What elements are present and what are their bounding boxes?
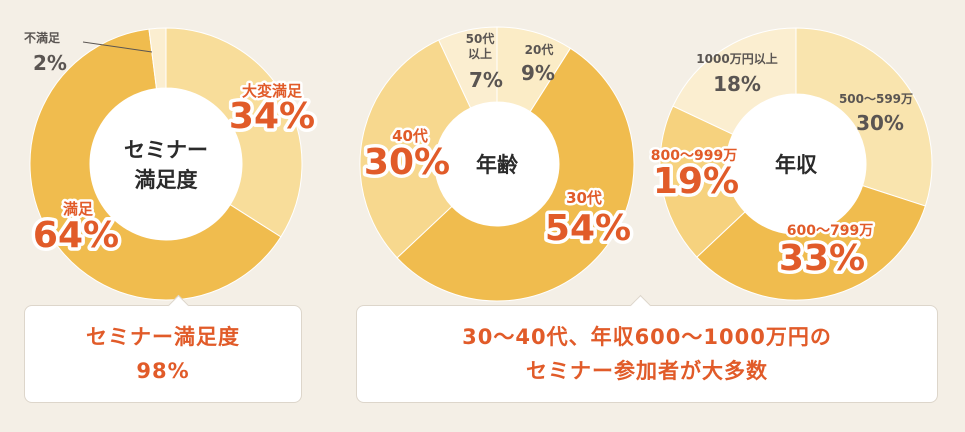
demographics-summary-callout: 30〜40代、年収600〜1000万円の セミナー参加者が大多数 — [356, 294, 938, 403]
slice-percent-label: 30% — [364, 142, 450, 183]
donut-hole — [726, 94, 866, 234]
satisfaction-summary-callout: セミナー満足度 98% — [24, 294, 302, 403]
donut-hole — [90, 88, 242, 240]
slice-name-label: 以上 — [468, 46, 492, 61]
slice-name-label: 大変満足 — [242, 82, 303, 100]
slice-percent-label: 9% — [521, 61, 555, 85]
slice-name-label: 800〜999万 — [651, 148, 737, 164]
slice-percent-label: 33% — [779, 238, 865, 279]
slice-percent-label: 7% — [469, 68, 503, 92]
slice-name-label: 30代 — [566, 189, 602, 207]
slice-percent-label: 34% — [229, 96, 315, 137]
callout-line: 30〜40代、年収600〜1000万円の — [462, 325, 832, 349]
callout-line: セミナー満足度 — [86, 325, 240, 349]
slice-name-label: 600〜799万 — [787, 223, 873, 239]
slice-name-label: 満足 — [63, 200, 94, 218]
slice-name-label: 500〜599万 — [839, 92, 913, 106]
slice-percent-label: 2% — [33, 51, 67, 75]
donut-center-label: 満足度 — [135, 168, 198, 192]
donut-hole — [435, 102, 559, 226]
slice-percent-label: 18% — [713, 72, 761, 96]
donut-center-label: セミナー — [124, 138, 208, 162]
slice-percent-label: 19% — [653, 161, 739, 202]
slice-name-label: 40代 — [392, 127, 428, 145]
slice-percent-label: 30% — [856, 111, 904, 135]
donut-center-label: 年収 — [775, 153, 818, 177]
slice-name-label: 不満足 — [24, 30, 60, 45]
slice-name-label: 50代 — [466, 31, 495, 46]
leader-line — [82, 41, 153, 53]
slice-percent-label: 64% — [33, 215, 119, 256]
donut-center-label: 年齢 — [476, 153, 519, 177]
callout-line: 98% — [136, 359, 190, 383]
callout-line: セミナー参加者が大多数 — [526, 359, 768, 383]
slice-percent-label: 54% — [545, 208, 631, 249]
slice-name-label: 20代 — [525, 42, 554, 57]
slice-name-label: 1000万円以上 — [696, 51, 777, 66]
